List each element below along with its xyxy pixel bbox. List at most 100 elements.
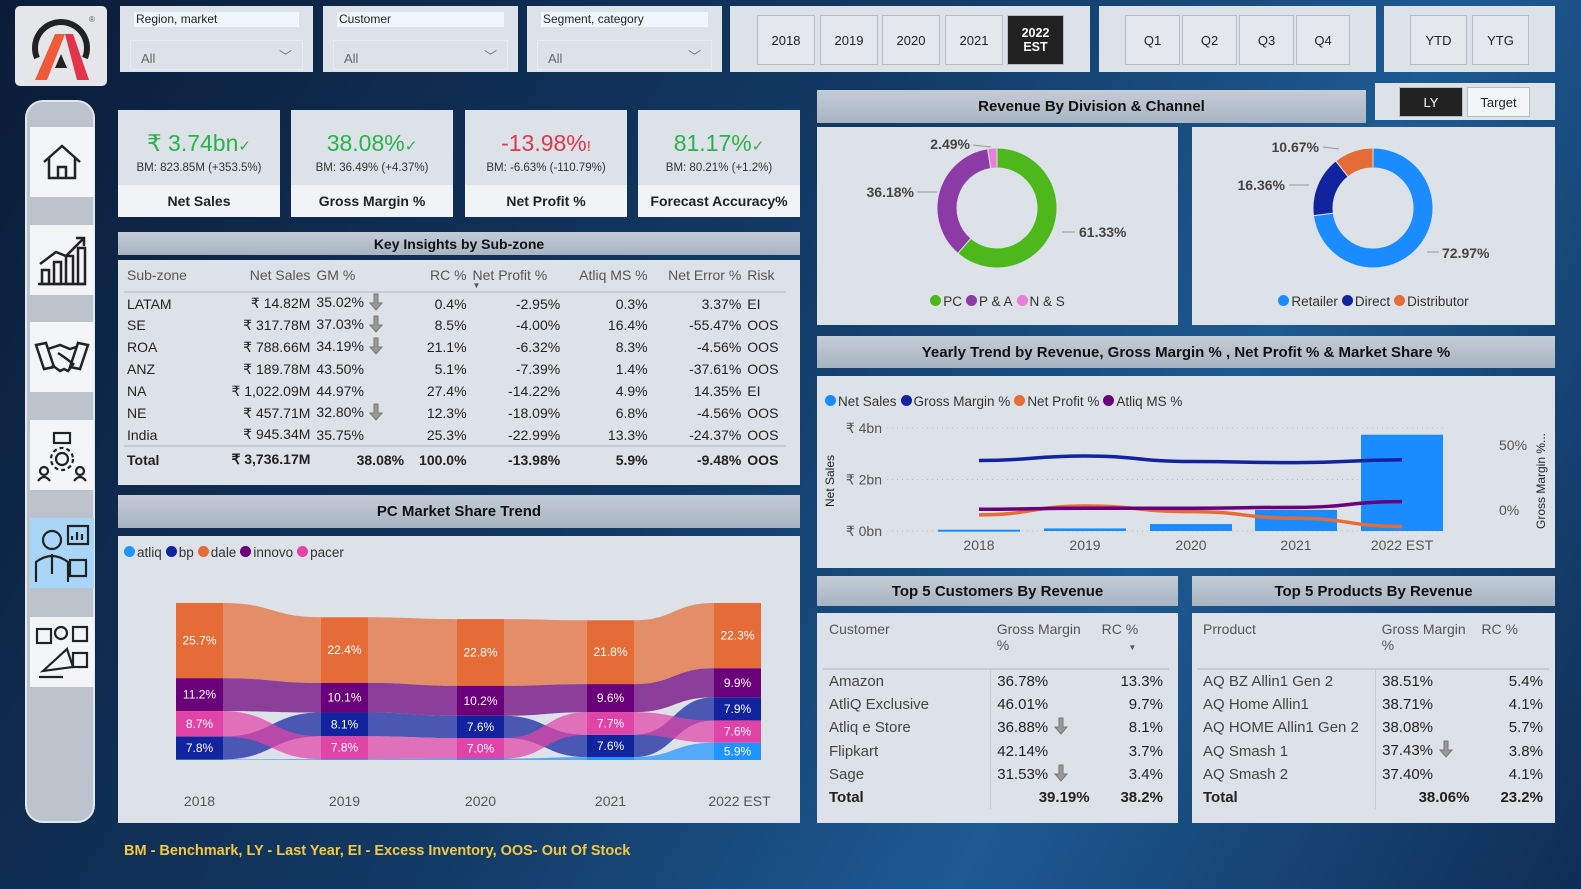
net-sales-bar[interactable] bbox=[1255, 509, 1337, 531]
year-2018-button[interactable]: 2018 bbox=[757, 15, 815, 65]
donut-slice-retailer[interactable] bbox=[1312, 147, 1434, 269]
bar-pacer[interactable] bbox=[714, 720, 761, 743]
bar-pacer[interactable] bbox=[321, 736, 368, 760]
table-row[interactable]: ANZ ₹ 189.78M 43.50% 5.1% -7.39% 1.4% -37.61% O… bbox=[124, 358, 786, 380]
bar-innovo[interactable] bbox=[321, 682, 368, 713]
segment-dropdown[interactable]: All ﹀ bbox=[537, 40, 712, 70]
column-header[interactable]: Net Profit % ▼ bbox=[470, 264, 564, 292]
q2-button[interactable]: Q2 bbox=[1182, 15, 1237, 65]
legend-item[interactable]: Distributor bbox=[1394, 294, 1469, 309]
nav-home[interactable] bbox=[30, 127, 94, 197]
legend-item[interactable]: innovo bbox=[240, 545, 293, 560]
region-market-slicer[interactable]: Region, market All ﹀ bbox=[120, 6, 313, 72]
customer-dropdown[interactable]: All ﹀ bbox=[333, 40, 508, 70]
donut-slice-p-a[interactable] bbox=[936, 148, 992, 255]
donut-slice-distributor[interactable] bbox=[1335, 147, 1374, 178]
column-header[interactable]: Sub-zone bbox=[124, 264, 209, 292]
bar-dale[interactable] bbox=[176, 602, 223, 679]
gross-margin-line[interactable] bbox=[978, 454, 1403, 465]
bar-dale[interactable] bbox=[587, 620, 634, 685]
year-2021-button[interactable]: 2021 bbox=[945, 15, 1003, 65]
nav-customers[interactable] bbox=[30, 322, 94, 392]
legend-item[interactable]: Retailer bbox=[1278, 294, 1338, 309]
bar-atliq[interactable] bbox=[321, 759, 368, 760]
table-row[interactable]: NE ₹ 457.71M 32.80% 12.3% -18.09% 6.8% -4.56% O… bbox=[124, 402, 786, 424]
column-header[interactable]: Net Error % bbox=[651, 264, 745, 292]
legend-item[interactable]: PC bbox=[930, 294, 962, 309]
column-header[interactable]: Prroduct bbox=[1197, 617, 1376, 669]
legend-item[interactable]: atliq bbox=[124, 545, 162, 560]
nav-growth[interactable] bbox=[30, 225, 94, 295]
bar-atliq[interactable] bbox=[714, 742, 761, 760]
legend-item[interactable]: Net Profit % bbox=[1014, 394, 1099, 409]
table-row[interactable]: SE ₹ 317.78M 37.03% 8.5% -4.00% 16.4% -55.47% O… bbox=[124, 314, 786, 336]
bar-dale[interactable] bbox=[321, 617, 368, 683]
year-2022-est-button[interactable]: 2022 EST bbox=[1007, 15, 1064, 65]
table-row[interactable]: AQ HOME Allin1 Gen 2 38.08% 5.7% bbox=[1197, 716, 1549, 740]
donut-slice-pc[interactable] bbox=[957, 147, 1058, 269]
region-dropdown[interactable]: All ﹀ bbox=[130, 40, 303, 70]
table-row[interactable]: LATAM ₹ 14.82M 35.02% 0.4% -2.95% 0.3% 3.37% EI bbox=[124, 292, 786, 314]
bar-innovo[interactable] bbox=[587, 684, 634, 713]
column-header[interactable]: Customer bbox=[823, 617, 991, 669]
table-row[interactable]: AQ BZ Allin1 Gen 2 38.51% 5.4% bbox=[1197, 669, 1549, 693]
legend-item[interactable]: dale bbox=[197, 545, 236, 560]
customer-slicer[interactable]: Customer All ﹀ bbox=[323, 6, 518, 72]
ly-button[interactable]: LY bbox=[1399, 87, 1463, 117]
bar-bp[interactable] bbox=[176, 736, 223, 760]
q1-button[interactable]: Q1 bbox=[1125, 15, 1180, 65]
bar-dale[interactable] bbox=[714, 602, 761, 669]
column-header[interactable]: Risk bbox=[744, 264, 786, 292]
nav-supply-chain[interactable] bbox=[30, 420, 94, 490]
column-header[interactable]: Gross Margin % bbox=[1376, 617, 1476, 669]
net-sales-bar[interactable] bbox=[1044, 528, 1126, 531]
table-row[interactable]: AtliQ Exclusive 46.01% 9.7% bbox=[823, 692, 1169, 716]
bar-pacer[interactable] bbox=[176, 711, 223, 737]
bar-innovo[interactable] bbox=[176, 678, 223, 712]
legend-item[interactable]: P & A bbox=[965, 294, 1013, 309]
table-row[interactable]: Atliq e Store 36.88% 8.1% bbox=[823, 716, 1169, 740]
legend-item[interactable]: N & S bbox=[1016, 294, 1065, 309]
q4-button[interactable]: Q4 bbox=[1296, 15, 1350, 65]
bar-bp[interactable] bbox=[714, 697, 761, 721]
table-row[interactable]: AQ Home Allin1 38.71% 4.1% bbox=[1197, 692, 1549, 716]
bar-innovo[interactable] bbox=[457, 685, 504, 716]
bar-atliq[interactable] bbox=[457, 758, 504, 760]
nav-marketing[interactable] bbox=[30, 617, 94, 687]
column-header[interactable]: GM % bbox=[313, 264, 407, 292]
table-row[interactable]: AQ Smash 1 37.43% 3.8% bbox=[1197, 739, 1549, 763]
bar-pacer[interactable] bbox=[457, 738, 504, 759]
legend-item[interactable]: bp bbox=[165, 545, 194, 560]
bar-innovo[interactable] bbox=[714, 668, 761, 698]
column-header[interactable]: Net Sales bbox=[209, 264, 313, 292]
target-button[interactable]: Target bbox=[1467, 87, 1530, 117]
column-header[interactable]: RC % ▼ bbox=[1096, 617, 1169, 669]
bar-dale[interactable] bbox=[457, 619, 504, 686]
legend-item[interactable]: Gross Margin % bbox=[900, 394, 1010, 409]
bar-pacer[interactable] bbox=[587, 712, 634, 735]
net-sales-bar[interactable] bbox=[1361, 434, 1443, 531]
net-sales-bar[interactable] bbox=[1150, 524, 1232, 531]
segment-category-slicer[interactable]: Segment, category All ﹀ bbox=[527, 6, 722, 72]
legend-item[interactable]: Direct bbox=[1341, 294, 1390, 309]
bar-bp[interactable] bbox=[587, 734, 634, 758]
legend-item[interactable]: pacer bbox=[297, 545, 344, 560]
column-header[interactable]: Gross Margin % bbox=[991, 617, 1096, 669]
bar-bp[interactable] bbox=[457, 715, 504, 739]
bar-atliq[interactable] bbox=[176, 759, 223, 760]
table-row[interactable]: NA ₹ 1,022.09M 44.97% 27.4% -14.22% 4.9% 14.35… bbox=[124, 380, 786, 402]
table-row[interactable]: Sage 31.53% 3.4% bbox=[823, 763, 1169, 787]
donut-slice-n-s[interactable] bbox=[987, 147, 998, 170]
year-2019-button[interactable]: 2019 bbox=[820, 15, 878, 65]
ytd-button[interactable]: YTD bbox=[1410, 15, 1467, 65]
q3-button[interactable]: Q3 bbox=[1239, 15, 1294, 65]
column-header[interactable]: Atliq MS % bbox=[563, 264, 650, 292]
table-row[interactable]: ROA ₹ 788.66M 34.19% 21.1% -6.32% 8.3% -4.56% O… bbox=[124, 336, 786, 358]
year-2020-button[interactable]: 2020 bbox=[882, 15, 940, 65]
nav-analytics[interactable] bbox=[30, 518, 94, 588]
legend-item[interactable]: Atliq MS % bbox=[1103, 394, 1182, 409]
atliq-ms-line[interactable] bbox=[978, 499, 1403, 512]
column-header[interactable]: RC % bbox=[1475, 617, 1549, 669]
table-row[interactable]: Amazon 36.78% 13.3% bbox=[823, 669, 1169, 693]
ytg-button[interactable]: YTG bbox=[1472, 15, 1529, 65]
